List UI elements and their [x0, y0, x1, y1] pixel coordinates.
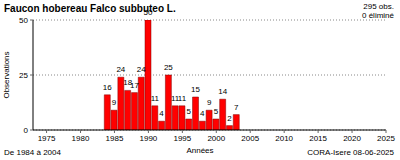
- svg-text:0: 0: [24, 126, 29, 135]
- svg-text:14: 14: [218, 87, 227, 96]
- html-text:0 éliminé: 0 éliminé: [362, 11, 394, 20]
- svg-text:11: 11: [171, 93, 180, 103]
- html-text:CORA-Isere 08-06-2025: CORA-Isere 08-06-2025: [307, 148, 394, 157]
- html-text:Faucon hobereau Falco subbuteo: Faucon hobereau Falco subbuteo L.: [4, 3, 176, 14]
- svg-text:50: 50: [19, 16, 28, 25]
- html-text:De 1984 à 2004: De 1984 à 2004: [4, 148, 61, 157]
- svg-text:11: 11: [151, 94, 160, 103]
- svg-text:Observations: Observations: [8, 51, 11, 98]
- svg-text:2: 2: [227, 114, 232, 123]
- svg-text:1985: 1985: [106, 134, 124, 143]
- svg-text:18: 18: [123, 78, 133, 88]
- svg-text:25: 25: [164, 63, 173, 72]
- svg-text:1980: 1980: [72, 134, 90, 143]
- svg-text:2010: 2010: [275, 134, 293, 143]
- svg-text:1975: 1975: [38, 134, 56, 143]
- html-text:295 obs.: 295 obs.: [363, 2, 394, 11]
- svg-text:24: 24: [116, 65, 125, 74]
- svg-text:9: 9: [112, 98, 117, 107]
- svg-text:1990: 1990: [140, 134, 158, 143]
- svg-text:2025: 2025: [377, 134, 392, 143]
- svg-text:24: 24: [137, 65, 146, 74]
- svg-text:7: 7: [234, 103, 239, 112]
- svg-text:9: 9: [207, 98, 212, 107]
- svg-text:15: 15: [191, 85, 200, 94]
- svg-text:25: 25: [19, 71, 28, 80]
- svg-text:4: 4: [159, 109, 164, 118]
- svg-text:11: 11: [178, 94, 187, 103]
- svg-text:5: 5: [187, 107, 192, 116]
- svg-text:2015: 2015: [309, 134, 327, 143]
- svg-text:16: 16: [103, 83, 112, 92]
- svg-text:17: 17: [130, 81, 139, 90]
- html-text:Années: Années: [186, 146, 214, 155]
- svg-text:2020: 2020: [343, 134, 361, 143]
- svg-text:1995: 1995: [173, 134, 191, 143]
- svg-text:4: 4: [200, 109, 205, 118]
- svg-text:2005: 2005: [241, 134, 259, 143]
- svg-text:2000: 2000: [207, 134, 225, 143]
- svg-text:5: 5: [214, 107, 219, 116]
